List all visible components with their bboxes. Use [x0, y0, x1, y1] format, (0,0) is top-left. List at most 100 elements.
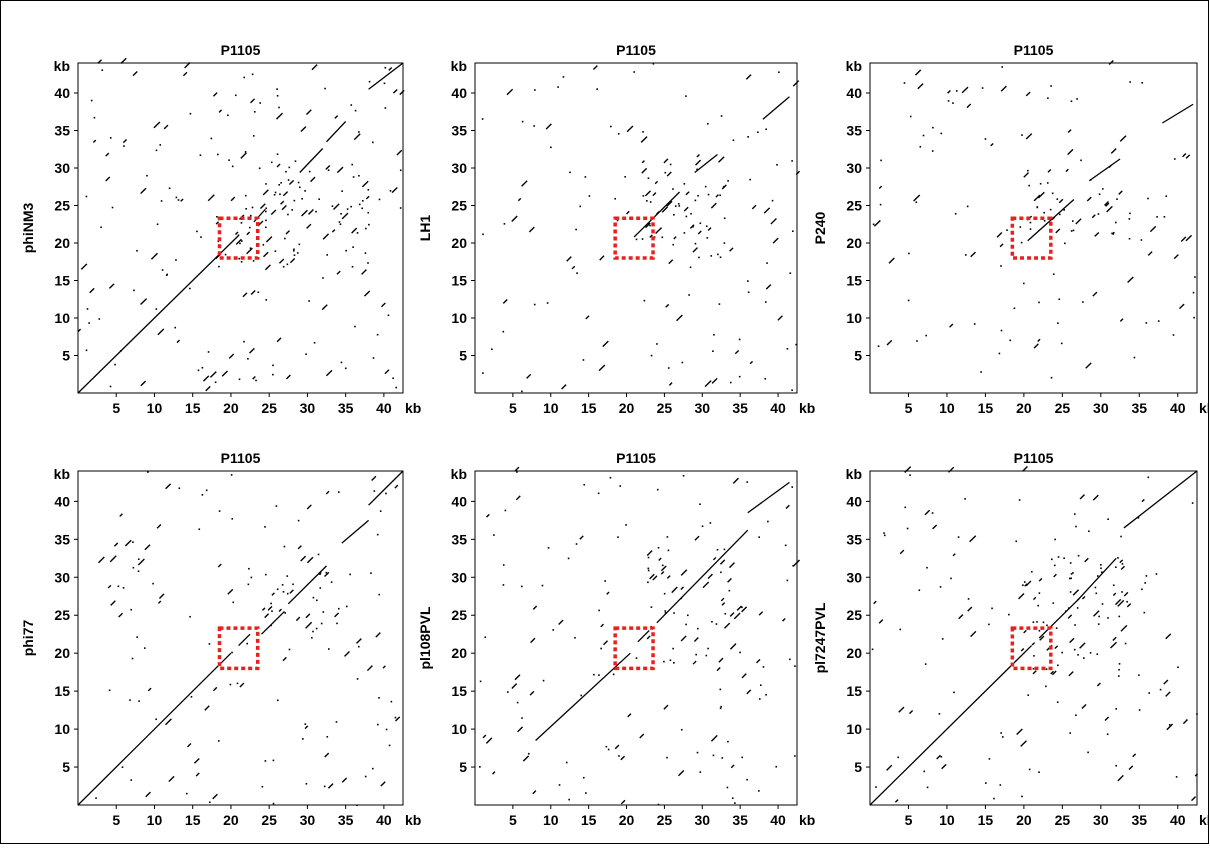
similarity-dot [157, 328, 165, 336]
y-tick-label: 20 [54, 645, 70, 661]
diagonal-segment [694, 153, 718, 174]
similarity-dot [305, 613, 311, 619]
y-axis-label: P240 [812, 211, 828, 244]
similarity-dot [642, 195, 645, 197]
similarity-dot [671, 586, 678, 594]
similarity-dot [507, 691, 509, 693]
dot-plot-panel: P1105 pl108PVL 5 10 15 20 25 30 35 40 kb 5 10 15 20 25 3… [417, 450, 815, 828]
similarity-dot [789, 658, 791, 661]
similarity-dot [1092, 494, 1099, 501]
similarity-dot [789, 272, 792, 275]
similarity-dot [396, 149, 403, 156]
similarity-dot [140, 380, 147, 387]
similarity-dot [319, 587, 322, 589]
similarity-dot [200, 236, 202, 238]
similarity-dot [666, 575, 671, 579]
similarity-dot [138, 700, 140, 702]
similarity-dot [264, 760, 267, 762]
similarity-dot [953, 691, 955, 694]
similarity-dot [932, 524, 938, 530]
similarity-dot [532, 790, 537, 795]
similarity-dot [280, 200, 285, 205]
x-tick-label: 25 [657, 400, 673, 416]
similarity-dot [647, 569, 650, 572]
similarity-dot [333, 203, 340, 210]
similarity-dot [1165, 691, 1171, 697]
similarity-dot [214, 381, 217, 384]
similarity-dot [1097, 213, 1100, 215]
similarity-dot [1118, 668, 1120, 671]
similarity-dot [399, 169, 402, 172]
similarity-dot [980, 371, 982, 373]
similarity-dot [673, 662, 675, 664]
x-tick-label: 30 [1093, 400, 1109, 416]
similarity-dot [131, 657, 134, 660]
similarity-dot [258, 167, 261, 170]
similarity-dot [709, 522, 712, 524]
similarity-dot [1077, 654, 1079, 656]
similarity-dot [1071, 220, 1074, 222]
similarity-dot [180, 198, 184, 202]
similarity-dot [297, 181, 300, 184]
similarity-dot [1070, 573, 1073, 575]
similarity-dot [166, 273, 169, 276]
similarity-dot [657, 546, 660, 549]
similarity-dot [719, 688, 722, 691]
similarity-dot [565, 761, 568, 764]
similarity-dot [602, 340, 609, 348]
similarity-dot [1006, 229, 1008, 231]
similarity-dot [1079, 494, 1085, 500]
similarity-dot [610, 125, 612, 128]
similarity-dot [341, 190, 343, 192]
similarity-dot [1075, 525, 1077, 528]
similarity-dot [707, 573, 713, 580]
similarity-dot [1117, 675, 1120, 677]
similarity-dot [677, 203, 680, 205]
diagonal-segment [637, 629, 650, 643]
similarity-dot [873, 600, 877, 605]
similarity-dot [533, 125, 535, 127]
similarity-dot [970, 630, 977, 638]
y-axis-unit: kb [451, 58, 467, 74]
similarity-dot [137, 570, 140, 573]
similarity-dot [354, 109, 357, 112]
similarity-dot [883, 532, 885, 534]
similarity-dot [205, 489, 208, 492]
similarity-dot [697, 194, 699, 197]
similarity-dot [235, 238, 242, 245]
similarity-dot [375, 632, 381, 638]
similarity-dot [90, 99, 93, 102]
similarity-dot [1070, 577, 1072, 580]
similarity-dot [680, 635, 687, 642]
similarity-dot [324, 752, 330, 758]
similarity-dot [639, 733, 645, 739]
similarity-dot [237, 234, 240, 237]
similarity-dot [605, 745, 608, 748]
similarity-dot [1052, 273, 1055, 275]
similarity-dot [1008, 613, 1010, 616]
y-tick-label: 10 [451, 721, 467, 737]
similarity-dot [1157, 320, 1160, 322]
similarity-dot [697, 230, 702, 235]
panel-title: P1105 [616, 450, 656, 466]
similarity-dot [504, 509, 507, 512]
similarity-dot [372, 357, 375, 359]
similarity-dot [362, 200, 364, 202]
similarity-dot [286, 575, 289, 577]
y-tick-label: 40 [451, 493, 467, 509]
similarity-dot [649, 201, 652, 203]
similarity-dot [293, 254, 296, 257]
similarity-dot [1180, 236, 1187, 242]
similarity-dot [947, 90, 951, 94]
diagonal-segment [77, 652, 232, 806]
similarity-dot [284, 237, 286, 240]
similarity-dot [129, 699, 131, 701]
similarity-dot [295, 616, 301, 622]
similarity-dot [1118, 663, 1121, 665]
similarity-dot [259, 203, 266, 210]
similarity-dot [252, 135, 255, 137]
similarity-dot [952, 553, 956, 557]
similarity-dot [1021, 465, 1028, 472]
x-tick-label: 25 [261, 812, 277, 828]
similarity-dot [286, 592, 289, 595]
